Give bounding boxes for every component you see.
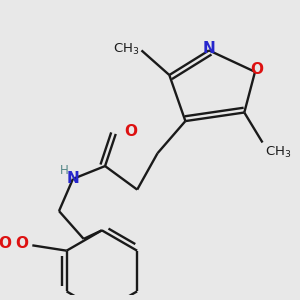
Text: O: O — [251, 62, 264, 77]
Text: O: O — [124, 124, 137, 139]
Text: CH$_3$: CH$_3$ — [113, 42, 139, 57]
Text: CH$_3$: CH$_3$ — [265, 145, 291, 160]
Text: O: O — [15, 236, 28, 251]
Text: N: N — [202, 41, 215, 56]
Text: N: N — [67, 171, 79, 186]
Text: H: H — [60, 164, 69, 177]
Text: O: O — [0, 236, 11, 251]
